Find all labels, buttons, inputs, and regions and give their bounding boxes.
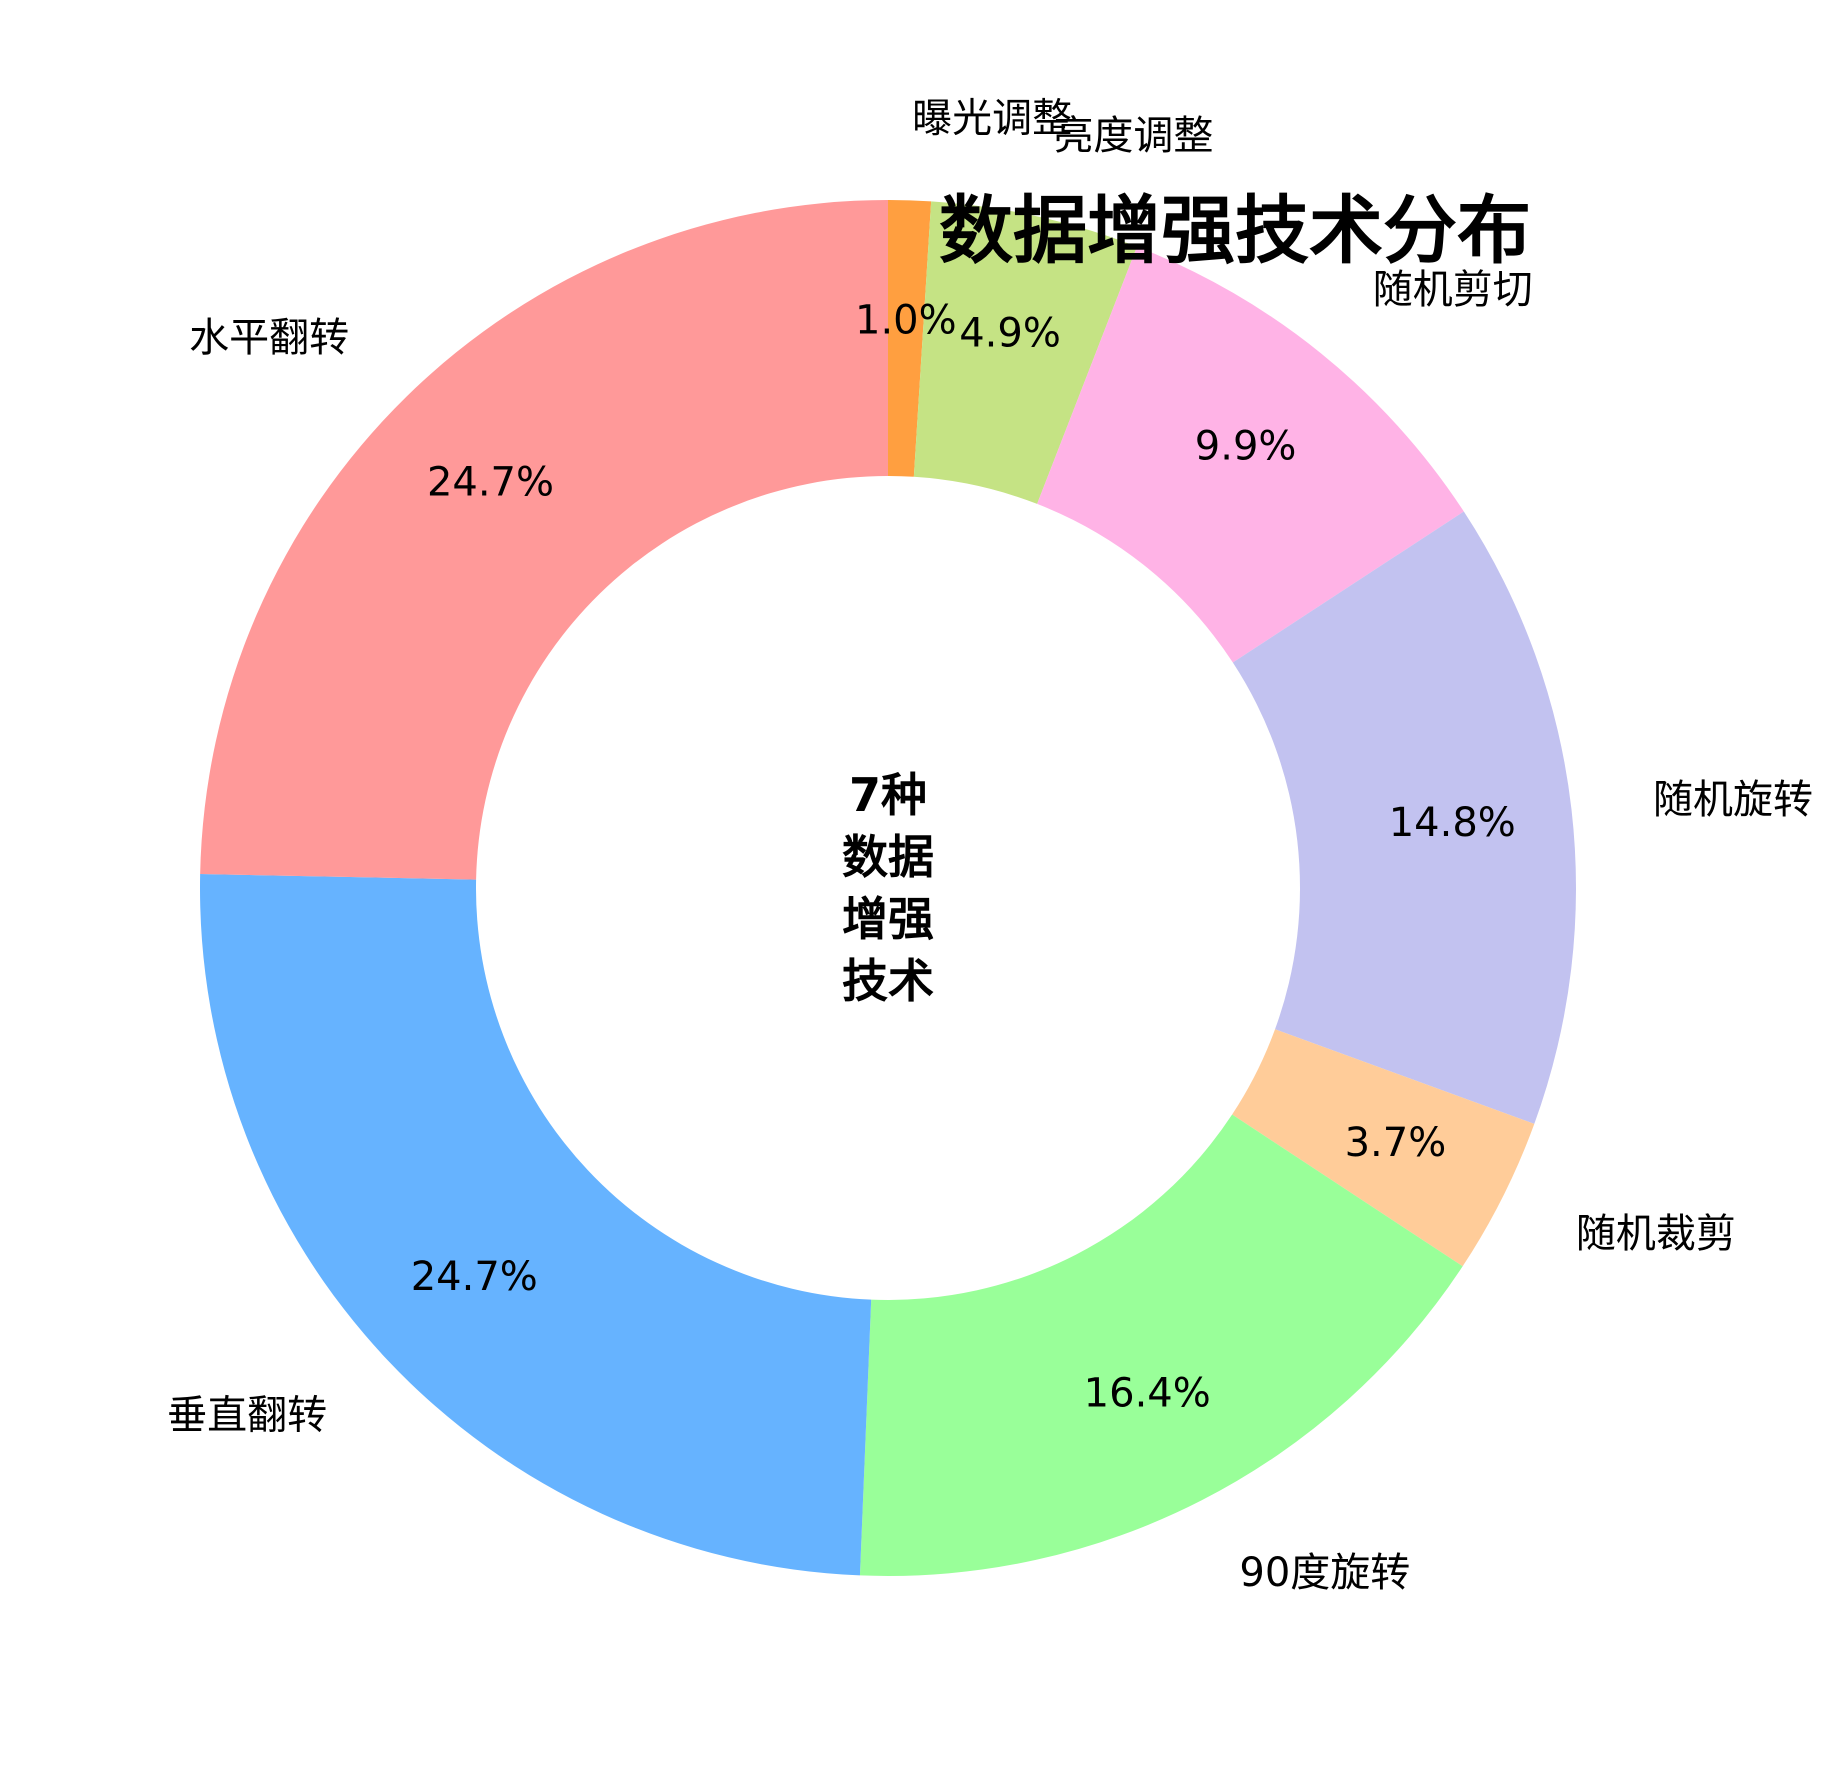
slice-3: [1232, 511, 1576, 1124]
center-label-line: 增强: [842, 892, 934, 946]
slice-category-label: 亮度调整: [1053, 113, 1213, 159]
slice-category-label: 90度旋转: [1239, 1550, 1410, 1596]
slice-2: [1037, 246, 1464, 663]
slice-category-label: 随机旋转: [1653, 777, 1813, 823]
slice-percent-label: 24.7%: [427, 459, 554, 505]
slice-percent-label: 24.7%: [411, 1254, 538, 1300]
slice-0: [888, 200, 932, 477]
center-label-line: 数据: [842, 830, 934, 884]
slice-category-label: 水平翻转: [189, 315, 349, 361]
labels-layer: 1.0% 曝光调整 4.9% 亮度调整 9.9% 随机剪切 14.8% 随机旋转 3.7% 随机裁…: [167, 95, 1813, 1596]
slice-percent-label: 14.8%: [1389, 800, 1516, 846]
slice-percent-label: 3.7%: [1345, 1120, 1447, 1166]
slice-4: [1232, 1029, 1535, 1267]
slice-6: [200, 873, 872, 1576]
chart-title: 数据增强技术分布: [939, 188, 1531, 274]
center-label-line: 7种: [849, 768, 927, 822]
slice-7: [200, 200, 888, 880]
slice-1: [913, 201, 1138, 504]
slice-category-label: 曝光调整: [912, 95, 1072, 141]
center-label-line: 技术: [842, 954, 934, 1008]
slice-category-label: 垂直翻转: [167, 1393, 327, 1439]
slice-percent-label: 16.4%: [1084, 1370, 1211, 1416]
slices-layer: [200, 200, 1576, 1577]
slice-percent-label: 4.9%: [959, 310, 1061, 356]
slice-percent-label: 9.9%: [1195, 424, 1297, 470]
slice-category-label: 随机裁剪: [1576, 1211, 1736, 1257]
slice-category-label: 随机剪切: [1373, 267, 1533, 313]
slice-5: [859, 1114, 1463, 1577]
slice-percent-label: 1.0%: [855, 297, 957, 343]
